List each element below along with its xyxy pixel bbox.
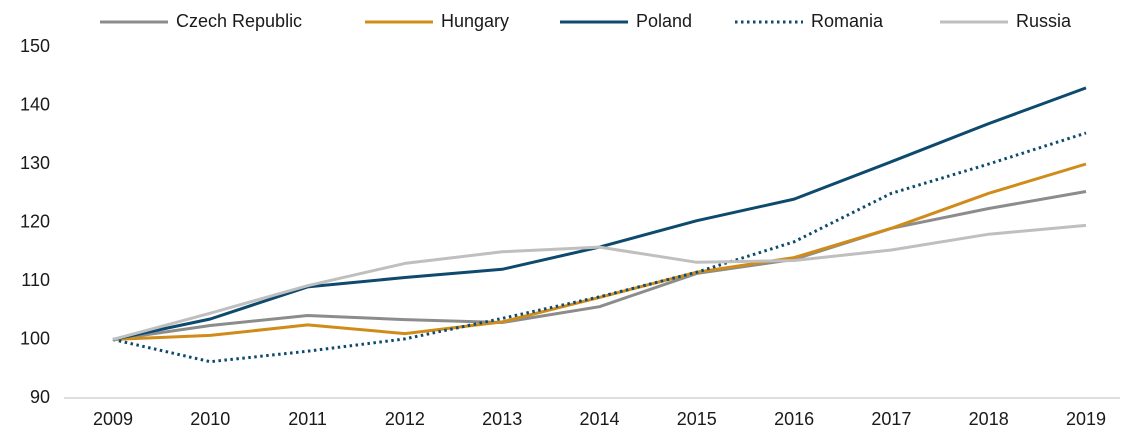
- series-line: [112, 223, 1087, 341]
- legend-label: Hungary: [441, 11, 509, 31]
- x-tick-label: 2015: [677, 409, 717, 429]
- legend-label: Romania: [811, 11, 884, 31]
- series-line: [112, 162, 1087, 341]
- x-tick-label: 2019: [1066, 409, 1106, 429]
- y-tick-label: 150: [20, 36, 50, 56]
- series-line: [112, 190, 1087, 341]
- x-tick-label: 2012: [385, 409, 425, 429]
- legend-label: Russia: [1016, 11, 1072, 31]
- x-tick-label: 2009: [93, 409, 133, 429]
- x-tick-label: 2018: [969, 409, 1009, 429]
- y-tick-label: 110: [21, 270, 50, 290]
- x-tick-label: 2011: [288, 409, 327, 429]
- legend-label: Czech Republic: [176, 11, 302, 31]
- series-line: [112, 86, 1087, 341]
- x-tick-label: 2014: [579, 409, 619, 429]
- y-tick-label: 140: [20, 94, 50, 114]
- x-tick-label: 2017: [871, 409, 911, 429]
- y-tick-label: 130: [20, 153, 50, 173]
- legend-label: Poland: [636, 11, 692, 31]
- y-tick-label: 90: [30, 387, 50, 407]
- y-tick-label: 100: [20, 328, 50, 348]
- x-tick-label: 2016: [774, 409, 814, 429]
- x-tick-label: 2010: [190, 409, 230, 429]
- y-tick-label: 120: [20, 211, 50, 231]
- x-tick-label: 2013: [482, 409, 522, 429]
